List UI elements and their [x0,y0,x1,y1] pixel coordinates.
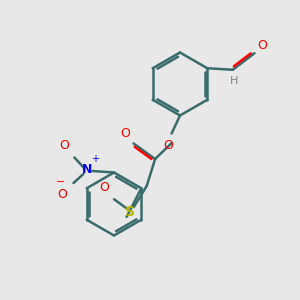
Text: S: S [125,206,135,219]
Text: O: O [257,39,267,52]
Text: O: O [99,181,109,194]
Text: +: + [91,154,99,164]
Text: O: O [58,188,68,201]
Text: O: O [120,128,130,140]
Text: O: O [163,139,173,152]
Text: H: H [230,76,238,86]
Text: −: − [56,177,66,187]
Text: N: N [82,163,92,176]
Text: O: O [60,139,70,152]
